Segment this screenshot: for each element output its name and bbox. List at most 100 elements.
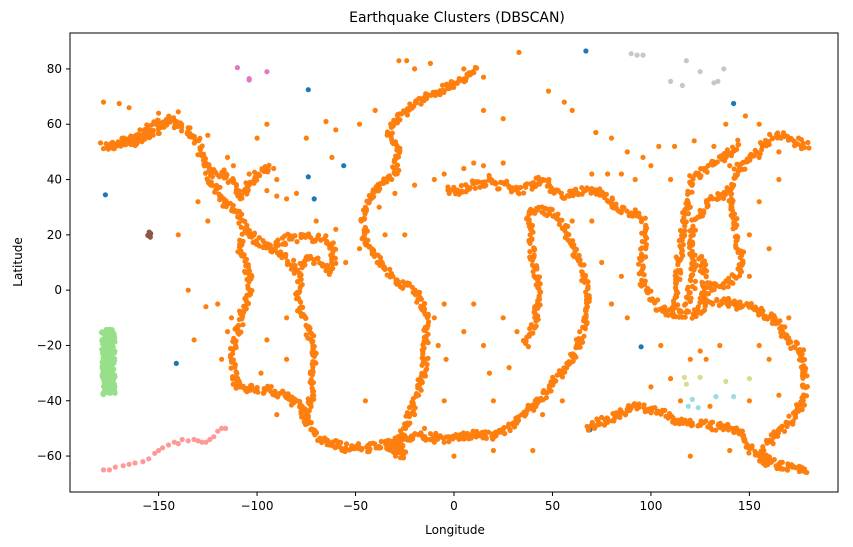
data-point [506, 365, 512, 371]
data-point [179, 436, 185, 443]
data-point [662, 304, 668, 310]
data-point [292, 233, 298, 239]
data-point [723, 378, 729, 384]
data-point [254, 135, 260, 141]
data-point [764, 459, 770, 465]
data-point [689, 248, 695, 254]
data-point [630, 213, 636, 219]
data-point [746, 376, 753, 382]
data-point [310, 338, 316, 344]
data-point [589, 218, 595, 224]
data-point [412, 431, 418, 437]
x-tick-label: 0 [450, 499, 458, 513]
data-point [119, 135, 125, 141]
data-point [311, 353, 317, 359]
data-point [412, 182, 418, 188]
data-point [620, 410, 626, 416]
data-point [775, 427, 782, 433]
data-point [199, 439, 205, 445]
y-tick-label: −60 [37, 449, 62, 463]
data-point [531, 245, 537, 251]
data-point [744, 301, 750, 307]
data-point [724, 147, 731, 153]
data-point [636, 261, 642, 267]
data-point [727, 447, 733, 454]
data-point [683, 381, 690, 387]
data-point [152, 450, 158, 456]
data-point [471, 160, 477, 166]
data-point [640, 52, 646, 58]
data-point [703, 356, 709, 362]
data-point [112, 389, 118, 395]
data-point [493, 181, 499, 187]
data-point [275, 237, 281, 243]
data-point [729, 272, 735, 278]
data-point [746, 273, 753, 279]
data-point [155, 130, 161, 136]
data-point [472, 185, 478, 191]
data-point [196, 137, 202, 144]
data-point [638, 246, 644, 252]
data-point [710, 281, 716, 287]
data-point [521, 190, 527, 196]
data-point [768, 432, 774, 438]
data-point [223, 174, 229, 180]
data-point [683, 58, 690, 64]
data-point [731, 394, 737, 400]
x-tick-label: 150 [738, 499, 761, 513]
data-point [731, 166, 737, 172]
data-point [137, 127, 143, 133]
data-point [752, 304, 758, 310]
data-point [191, 436, 197, 443]
data-point [673, 269, 679, 275]
data-point [441, 171, 447, 177]
data-point [668, 376, 674, 382]
data-point [112, 464, 118, 470]
data-point [536, 296, 543, 302]
data-point [104, 142, 110, 148]
data-point [703, 290, 709, 297]
data-point [742, 166, 748, 172]
data-point [412, 412, 418, 418]
data-point [257, 172, 263, 179]
data-point [495, 186, 501, 192]
data-point [102, 358, 108, 364]
data-point [735, 137, 741, 143]
data-point [736, 142, 742, 148]
data-point [392, 190, 398, 196]
data-point [742, 113, 749, 119]
data-point [397, 284, 403, 290]
data-point [246, 268, 252, 274]
data-point [635, 211, 642, 217]
data-point [717, 342, 723, 349]
data-point [389, 176, 395, 182]
data-point [524, 216, 530, 222]
data-point [361, 235, 368, 241]
data-point [453, 432, 459, 438]
data-point [404, 112, 410, 118]
data-point [226, 201, 232, 207]
data-point [391, 117, 397, 123]
data-point [584, 293, 590, 299]
data-point [767, 314, 773, 320]
data-point [393, 156, 399, 162]
scatter-points [97, 48, 812, 476]
data-point [756, 199, 762, 205]
data-point [165, 442, 172, 448]
y-tick-label: 60 [47, 117, 62, 131]
data-point [526, 333, 532, 339]
data-point [725, 421, 731, 427]
data-point [105, 146, 111, 152]
data-point [701, 208, 707, 214]
data-point [409, 284, 415, 290]
data-point [721, 66, 727, 72]
data-point [697, 268, 704, 274]
data-point [396, 167, 402, 173]
data-point [762, 452, 768, 458]
data-point [306, 401, 312, 407]
data-point [242, 295, 248, 302]
data-point [552, 212, 558, 218]
data-point [624, 315, 630, 321]
data-point [425, 340, 431, 346]
data-point [215, 301, 221, 307]
